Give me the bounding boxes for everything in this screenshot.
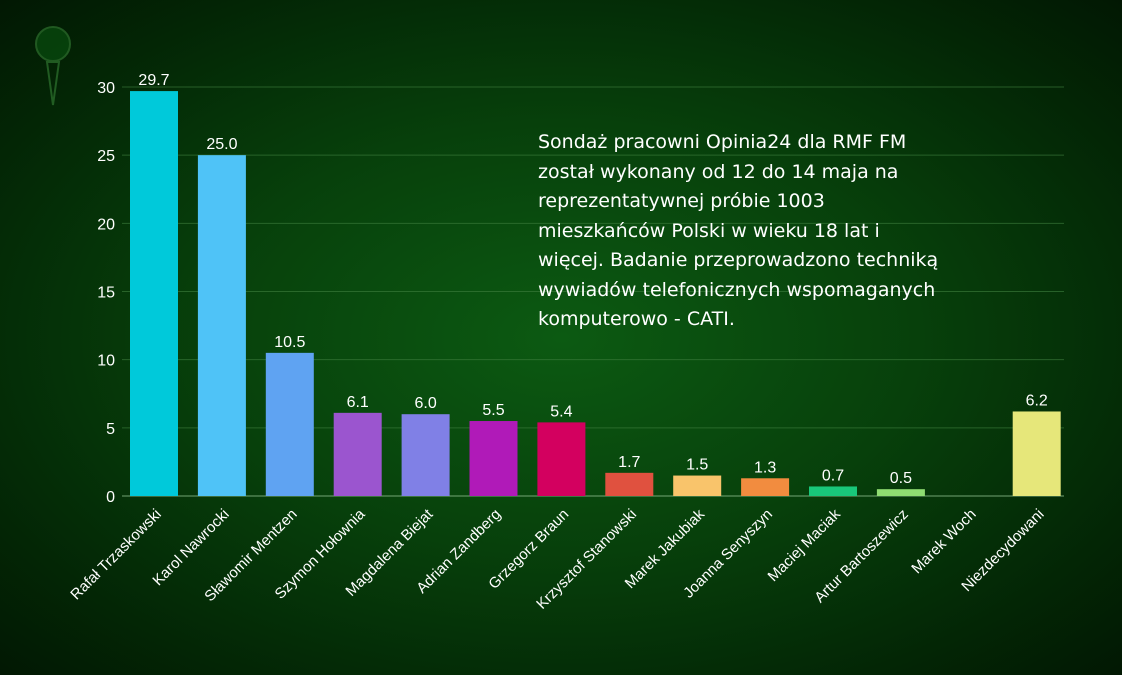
x-tick-label: Rafał Trzaskowski [67, 506, 164, 603]
x-tick-label: Marek Woch [908, 506, 979, 577]
bar [605, 472, 654, 496]
data-label: 6.1 [347, 394, 369, 411]
bar [469, 421, 518, 496]
data-label: 1.5 [686, 457, 708, 474]
y-tick-label: 20 [97, 216, 115, 233]
bar [876, 489, 925, 496]
bar [130, 91, 178, 496]
bar [333, 412, 382, 496]
data-label: 29.7 [138, 72, 169, 89]
survey-note: Sondaż pracowni Opinia24 dla RMF FM zost… [538, 131, 939, 330]
y-tick-label: 25 [97, 148, 115, 165]
y-tick-label: 0 [106, 489, 115, 506]
data-label: 6.0 [414, 395, 436, 412]
data-label: 1.3 [754, 459, 776, 476]
bar [401, 414, 450, 496]
data-label: 25.0 [206, 136, 237, 153]
bar [741, 478, 790, 496]
bar [197, 155, 246, 496]
logo-pin-icon [35, 26, 71, 106]
y-tick-label: 15 [97, 285, 115, 302]
data-label: 1.7 [618, 454, 640, 471]
data-label: 6.2 [1026, 392, 1048, 409]
y-tick-label: 30 [97, 80, 115, 97]
data-label: 5.4 [550, 403, 572, 420]
bar [673, 475, 722, 496]
data-label: 0.5 [890, 470, 912, 487]
bar [537, 422, 586, 496]
data-label: 0.7 [822, 467, 844, 484]
y-tick-label: 10 [97, 353, 115, 370]
bar [809, 486, 857, 496]
data-label: 5.5 [482, 402, 504, 419]
y-tick-label: 5 [106, 421, 115, 438]
bar [265, 352, 314, 496]
bar [1012, 411, 1061, 496]
data-label: 10.5 [274, 334, 305, 351]
